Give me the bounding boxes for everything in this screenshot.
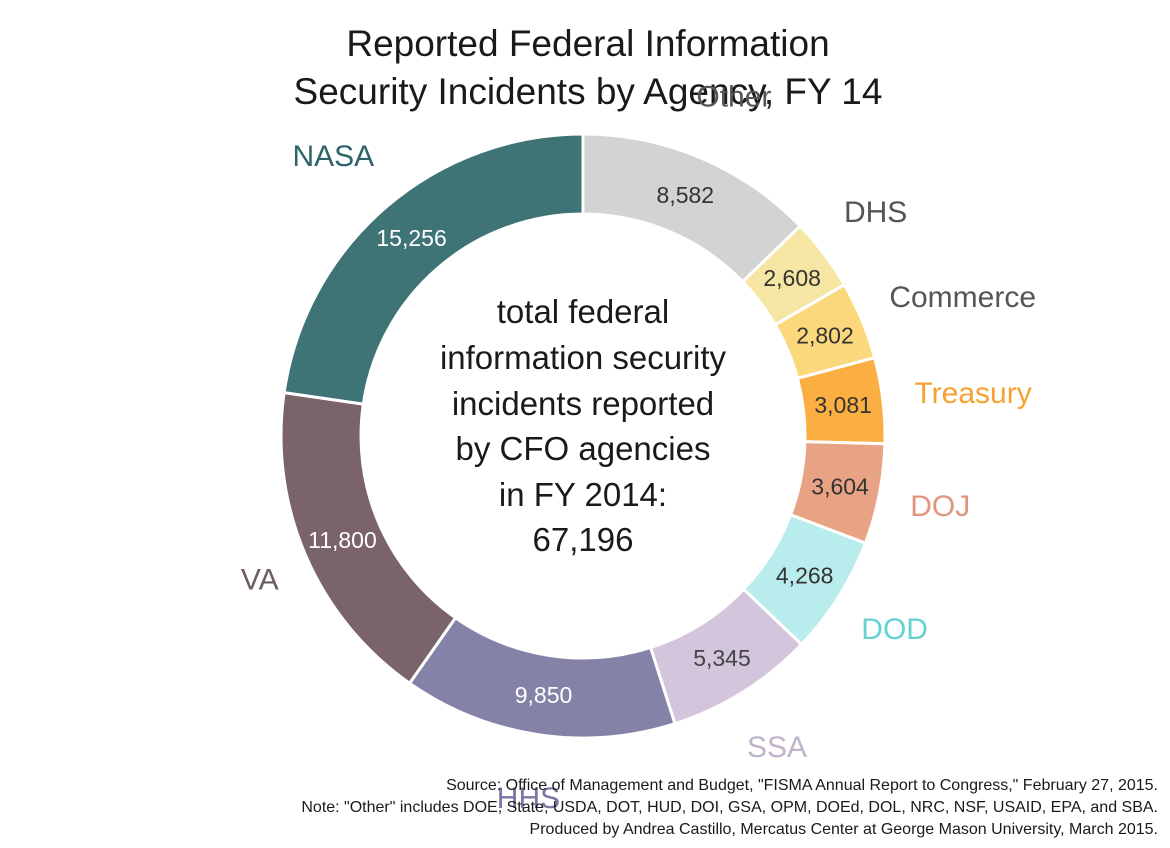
other-note: Note: "Other" includes DOE, State, USDA,…: [301, 799, 1158, 816]
slice-value-nasa: 15,256: [376, 225, 446, 251]
slice-value-dod: 4,268: [776, 563, 834, 589]
chart-title: Reported Federal Information Security In…: [294, 23, 883, 112]
slice-label-dod: DOD: [861, 613, 928, 646]
slice-value-dhs: 2,608: [763, 265, 821, 291]
slice-value-commerce: 2,802: [796, 323, 854, 349]
slice-label-commerce: Commerce: [889, 281, 1036, 314]
slice-label-dhs: DHS: [844, 196, 907, 229]
chart-title-line-1: Reported Federal Information: [346, 23, 829, 64]
slice-value-other: 8,582: [657, 182, 715, 208]
donut-slices: [279, 132, 887, 740]
credit-note: Produced by Andrea Castillo, Mercatus Ce…: [530, 821, 1158, 838]
center-text-line-3: incidents reported: [452, 385, 714, 422]
slice-label-ssa: SSA: [747, 731, 807, 764]
slice-value-doj: 3,604: [811, 474, 869, 500]
slice-nasa: [282, 132, 585, 406]
slice-hhs: [407, 615, 677, 740]
center-text-line-1: total federal: [497, 293, 669, 330]
source-note: Source: Office of Management and Budget,…: [446, 777, 1158, 794]
slice-value-ssa: 5,345: [693, 645, 751, 671]
center-text-line-2: information security: [440, 339, 727, 376]
center-total-value: 67,196: [533, 521, 634, 558]
slice-category-labels: Other DHS Commerce Treasury DOJ DOD SSA HHS VA NA…: [241, 81, 1036, 815]
slice-label-treasury: Treasury: [914, 377, 1031, 410]
center-text: total federal information security incid…: [440, 293, 727, 558]
slice-value-hhs: 9,850: [515, 682, 573, 708]
slice-label-other: Other: [696, 81, 771, 114]
center-text-line-4: by CFO agencies: [456, 430, 711, 467]
slice-value-labels: 8,582 2,608 2,802 3,081 3,604 4,268 5,345 9,850…: [308, 182, 872, 708]
slice-label-nasa: NASA: [292, 140, 374, 173]
slice-value-va: 11,800: [308, 527, 377, 553]
footnotes: Source: Office of Management and Budget,…: [301, 777, 1158, 838]
slice-label-va: VA: [241, 563, 279, 596]
slice-label-hhs: HHS: [497, 782, 560, 815]
center-text-line-5: in FY 2014:: [499, 476, 667, 513]
slice-label-doj: DOJ: [910, 490, 970, 523]
slice-value-treasury: 3,081: [814, 392, 872, 418]
chart-title-line-2: Security Incidents by Agency, FY 14: [294, 71, 883, 112]
